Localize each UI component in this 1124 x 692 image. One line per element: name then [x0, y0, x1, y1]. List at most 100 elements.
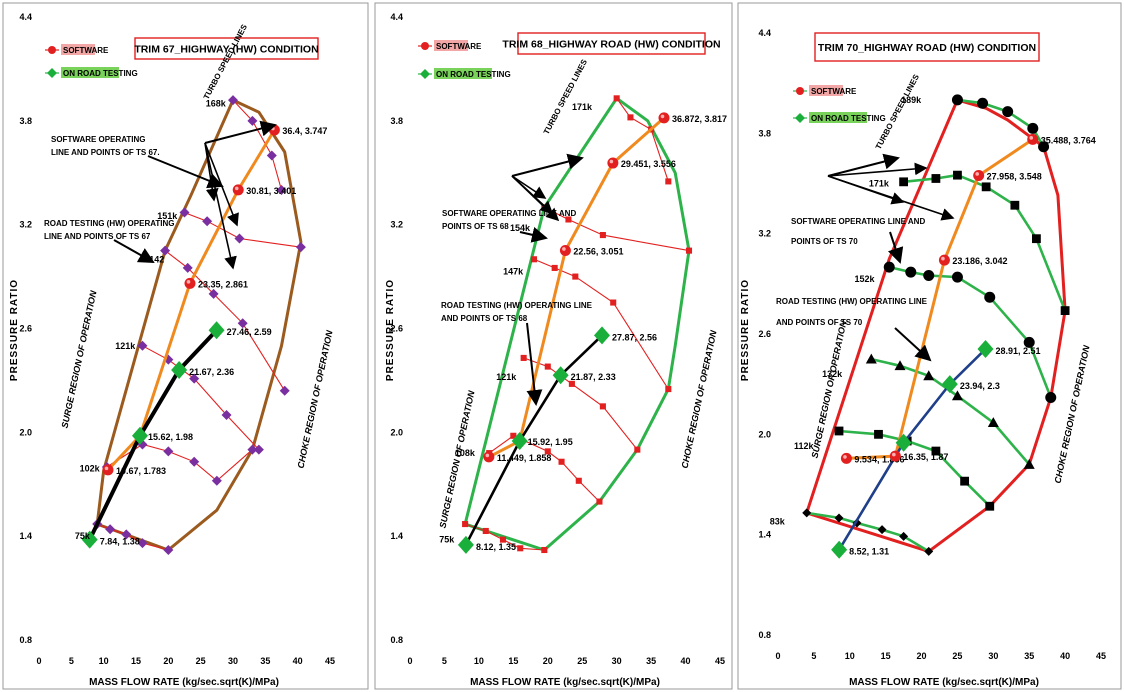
x-tick-label: 10	[845, 651, 855, 661]
y-tick-label: 0.8	[758, 630, 771, 640]
annotation-arrow	[827, 162, 928, 177]
annotation-arrow	[113, 239, 155, 263]
software-point	[232, 184, 244, 196]
speed-line-point	[960, 476, 970, 486]
road-test-point	[977, 340, 994, 359]
speed-line-point	[1002, 106, 1014, 118]
legend-software-label: SOFTWARE	[63, 46, 109, 55]
speed-line-point	[977, 97, 989, 109]
y-tick-label: 4.4	[758, 28, 771, 38]
y-tick-label: 2.0	[19, 427, 32, 437]
speed-line-point	[234, 233, 245, 244]
y-tick-label: 2.6	[19, 324, 32, 334]
x-tick-label: 30	[228, 656, 238, 666]
x-tick-label: 5	[69, 656, 74, 666]
annotation-text: SOFTWARE OPERATING	[51, 135, 146, 144]
chart-title: TRIM 70_HIGHWAY ROAD (HW) CONDITION	[818, 42, 1036, 54]
turbo-speed-lines-label: TURBO SPEED LINES	[542, 57, 589, 136]
x-tick-label: 20	[543, 656, 553, 666]
speed-line-point	[1027, 122, 1039, 134]
speed-line-point	[121, 529, 132, 540]
speed-line-point	[189, 456, 200, 467]
y-tick-label: 2.0	[390, 427, 403, 437]
annotation-text: LINE AND POINTS OF TS 67	[44, 232, 151, 241]
turbo-speed-label: 151k	[157, 211, 178, 221]
speed-line-point	[899, 177, 909, 187]
software-point-highlight	[104, 466, 109, 471]
x-tick-label: 15	[881, 651, 891, 661]
speed-line	[488, 435, 600, 502]
software-point-label: 16.35, 1.87	[903, 452, 948, 462]
turbo-speed-label: 171k	[869, 179, 890, 189]
choke-region-label: CHOKE REGION OF OPERATION	[680, 329, 719, 469]
road-test-point	[132, 426, 149, 445]
software-point	[658, 112, 670, 124]
turbo-speed-label: 147k	[503, 266, 524, 276]
software-point-label: 29.451, 3.556	[621, 159, 676, 169]
speed-line-point	[247, 444, 258, 455]
software-point	[607, 157, 619, 169]
road-test-point	[593, 326, 610, 345]
legend-software-marker	[796, 87, 804, 95]
x-tick-label: 30	[612, 656, 622, 666]
turbo-speed-label: 171k	[572, 102, 593, 112]
legend-road-swatch	[61, 67, 119, 78]
speed-line-point	[1032, 234, 1041, 244]
y-tick-label: 3.2	[758, 229, 771, 239]
speed-line-point	[228, 95, 238, 106]
speed-line-point	[544, 448, 551, 455]
software-point	[559, 244, 571, 256]
speed-line-point	[985, 501, 995, 511]
speed-line-point	[953, 170, 962, 180]
annotation-text: ROAD TESTING (HW) OPERATING LINE	[776, 297, 928, 306]
annotation-text: LINE AND POINTS OF TS 67.	[51, 148, 160, 157]
software-point-label: 23.186, 3.042	[952, 256, 1007, 266]
speed-line-point	[482, 527, 489, 535]
software-point-highlight	[892, 452, 896, 457]
y-tick-label: 0.8	[390, 635, 403, 645]
road-test-point	[511, 431, 528, 450]
annotation-arrow	[511, 153, 584, 177]
speed-line-point	[984, 291, 996, 303]
speed-line-point	[499, 536, 507, 543]
chart-panel-2: 0 5 10 15 20 25 30 35 40 45 0.8 1.4 2.0 2.6 3.2 3.8 4.4 M…	[374, 2, 733, 690]
software-point	[1027, 133, 1039, 145]
chart-title-box	[814, 32, 1040, 62]
x-tick-label: 5	[442, 656, 447, 666]
speed-line-point	[221, 410, 232, 421]
panel-border	[374, 2, 733, 690]
road-test-point	[831, 540, 848, 559]
annotation-text: POINTS OF TS 70	[791, 237, 858, 246]
software-point-highlight	[186, 280, 191, 284]
turbo-speed-label: 189k	[901, 95, 922, 105]
annotation-text: POINTS OF TS 68	[442, 222, 509, 231]
road-test-point-label: 21.87, 2.33	[571, 372, 616, 382]
speed-line-point	[627, 114, 634, 121]
speed-line-point	[1038, 141, 1050, 153]
speed-line-point	[634, 446, 641, 453]
x-tick-label: 10	[99, 656, 109, 666]
annotation-text: SOFTWARE OPERATING LINE AND	[791, 217, 925, 226]
y-axis-title: PRESSURE RATIO	[9, 279, 20, 381]
x-tick-label: 45	[715, 656, 725, 666]
legend-software-swatch	[809, 85, 843, 96]
speed-line-point	[894, 360, 906, 371]
speed-line-point	[189, 373, 200, 384]
speed-line-point	[951, 271, 963, 283]
speed-line-point	[253, 444, 264, 455]
annotation-arrow	[204, 142, 239, 227]
speed-line-point	[899, 531, 909, 541]
speed-line-point	[923, 370, 935, 381]
chart-title: TRIM 67_HIGHWAY (HW) CONDITION	[134, 44, 318, 56]
speed-line-point	[877, 525, 887, 535]
annotation-text: AND POINTS OF TS 70	[776, 318, 863, 327]
y-axis-title: PRESSURE RATIO	[740, 279, 751, 381]
speed-line-point	[163, 446, 174, 457]
chart-title-box	[517, 32, 706, 55]
speed-line-point	[834, 513, 844, 523]
speed-line-point	[517, 545, 524, 552]
turbo-speed-label: 102k	[80, 464, 101, 474]
speed-line-point	[923, 269, 935, 281]
legend-software-label: SOFTWARE	[436, 42, 482, 51]
